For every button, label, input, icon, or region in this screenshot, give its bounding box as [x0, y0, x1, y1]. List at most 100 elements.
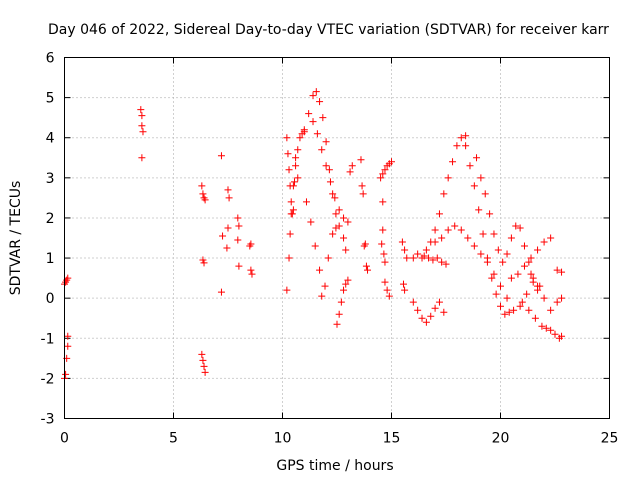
data-point: [235, 262, 243, 270]
data-point: [542, 324, 550, 332]
data-point: [302, 198, 310, 206]
data-point: [497, 282, 504, 290]
data-point: [286, 230, 294, 238]
data-point: [431, 304, 439, 312]
x-tick-label: 0: [60, 431, 69, 447]
data-point: [388, 158, 395, 166]
y-tick-label: 6: [46, 51, 55, 67]
data-point: [527, 270, 535, 278]
data-point: [316, 266, 324, 274]
data-point: [457, 226, 465, 234]
y-tick-label: -2: [41, 371, 55, 387]
data-point: [558, 268, 566, 276]
data-point: [529, 274, 537, 282]
data-point: [499, 258, 507, 266]
data-point: [505, 308, 513, 316]
data-point: [292, 162, 300, 170]
data-point: [527, 254, 535, 262]
y-tick-label: 1: [46, 251, 55, 267]
data-point: [364, 266, 372, 274]
y-tick-label: 5: [46, 91, 55, 107]
data-point: [138, 122, 146, 130]
data-point: [247, 266, 255, 274]
data-point: [247, 240, 255, 248]
data-point: [534, 282, 542, 290]
data-point: [553, 298, 561, 306]
x-tick-label: 10: [274, 431, 292, 447]
data-point: [473, 154, 481, 162]
data-point: [64, 274, 72, 282]
y-tick-label: -1: [41, 331, 55, 347]
data-point: [248, 270, 256, 278]
data-point: [431, 226, 439, 234]
data-point: [523, 290, 531, 298]
y-tick-label: 2: [46, 211, 55, 227]
data-point: [420, 252, 428, 260]
data-point: [462, 132, 470, 140]
data-point: [199, 356, 207, 364]
data-point: [300, 126, 308, 134]
data-point: [470, 182, 478, 190]
data-point: [337, 298, 345, 306]
data-point: [322, 138, 330, 146]
data-point: [332, 210, 340, 218]
grid-lines: [64, 57, 610, 419]
data-point: [358, 182, 366, 190]
data-point: [503, 294, 511, 302]
y-tick-label: 0: [46, 291, 55, 307]
data-point: [431, 238, 439, 246]
y-tick-label: 3: [46, 171, 55, 187]
series-sat-t-arc: [422, 132, 470, 254]
data-point: [418, 314, 426, 322]
data-point: [235, 222, 243, 230]
data-point: [199, 190, 207, 198]
data-point: [329, 190, 337, 198]
data-point: [234, 214, 242, 222]
x-axis-label: GPS time / hours: [276, 458, 393, 474]
data-point: [329, 230, 337, 238]
data-point: [547, 326, 555, 334]
data-point: [490, 270, 498, 278]
data-point: [342, 246, 350, 254]
data-point: [464, 234, 472, 242]
data-point: [362, 262, 370, 270]
y-axis-label: SDTVAR / TECUs: [8, 181, 24, 296]
data-point: [401, 286, 409, 294]
series-sat-j-peak: [300, 88, 350, 254]
data-point: [139, 128, 147, 136]
data-point: [284, 150, 292, 158]
x-tick-label: 5: [169, 431, 178, 447]
data-point: [520, 242, 528, 250]
data-point: [379, 226, 387, 234]
series-sat-e-6h-neg: [198, 350, 209, 376]
data-point: [285, 166, 293, 174]
series-sat-f-7h: [217, 152, 233, 296]
data-point: [442, 260, 450, 268]
data-point: [429, 256, 437, 264]
data-point: [490, 230, 498, 238]
series-sat-p-15h: [378, 198, 389, 266]
series-sat-q-15h-low: [398, 238, 411, 294]
data-point: [422, 246, 430, 254]
data-point: [510, 306, 518, 314]
data-point: [425, 254, 433, 262]
data-point: [451, 222, 459, 230]
data-point: [516, 224, 524, 232]
data-point: [309, 92, 317, 100]
y-tick-label: 4: [46, 131, 55, 147]
data-point: [488, 274, 496, 282]
data-point: [296, 134, 304, 142]
data-point: [312, 88, 320, 96]
data-point: [283, 286, 291, 294]
series-sat-m-12h-up: [333, 162, 356, 328]
data-point: [318, 292, 326, 300]
data-point: [475, 206, 483, 214]
data-point: [558, 294, 566, 302]
data-point: [200, 259, 208, 267]
series-sat-l-dip: [302, 198, 340, 300]
data-point: [379, 198, 387, 206]
series-sat-y-22h: [518, 298, 566, 342]
data-point: [223, 244, 231, 252]
data-point: [331, 194, 339, 202]
data-point: [383, 286, 391, 294]
